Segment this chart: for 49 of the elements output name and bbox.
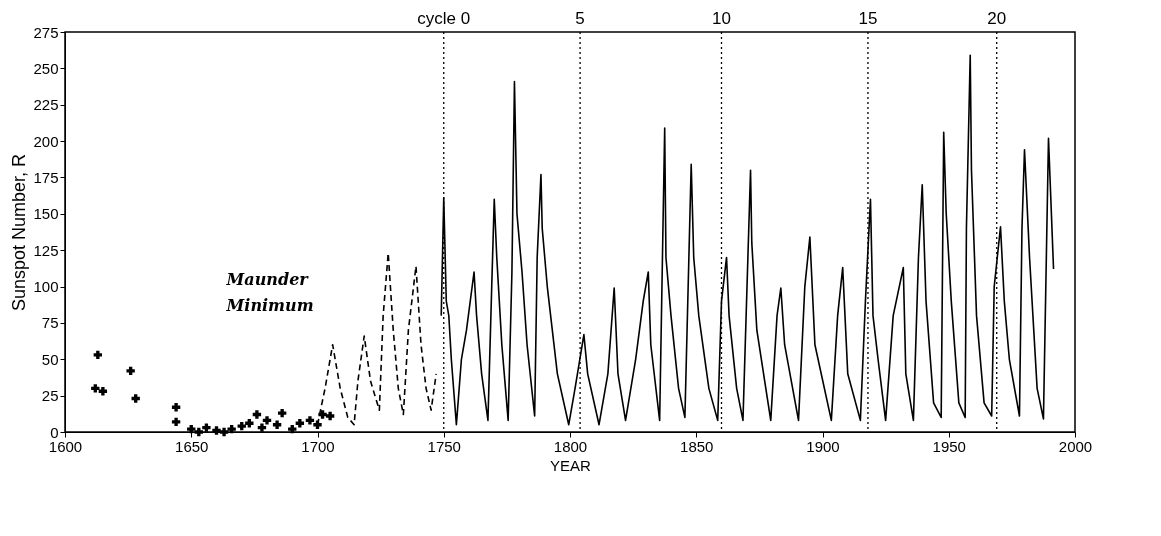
text: cycle 0: [417, 9, 471, 28]
x-tick-label: 2000: [1058, 437, 1093, 455]
point: [227, 424, 236, 434]
point: [245, 419, 254, 428]
y-tick-label: 75: [41, 314, 59, 332]
y-tick-label: 225: [33, 96, 59, 114]
x-tick-label: 1850: [680, 437, 714, 455]
x-axis-title: YEAR: [550, 456, 592, 474]
y-tick-label: 125: [33, 241, 59, 259]
point: [257, 423, 267, 432]
point: [325, 411, 335, 421]
x-tick-label: 1700: [301, 437, 335, 455]
text: 15: [858, 9, 878, 28]
point: [288, 424, 297, 434]
y-tick-label: 25: [41, 387, 59, 405]
x-tick-label: 1900: [806, 437, 840, 455]
y-axis-title: Sunspot Number, R: [9, 153, 30, 312]
text: 10: [712, 9, 731, 28]
point: [272, 420, 282, 429]
y-tick-label: 150: [33, 205, 59, 223]
y-tick-label: 275: [33, 23, 59, 41]
point: [126, 366, 135, 376]
x-tick-label: 1650: [175, 437, 209, 455]
x-tick-label: 1950: [932, 437, 966, 455]
x-tick-label: 1800: [553, 437, 588, 455]
point: [262, 416, 272, 425]
annotation: Maunder Minimum: [225, 270, 314, 315]
point: [277, 408, 287, 418]
point: [93, 350, 103, 360]
point: [252, 410, 262, 419]
point: [212, 426, 221, 435]
x-tick-label: 1750: [427, 437, 461, 455]
y-tick-label: 50: [41, 350, 59, 368]
point: [171, 403, 181, 412]
point: [305, 416, 315, 425]
y-tick-label: 100: [33, 278, 59, 296]
point: [194, 427, 204, 437]
point: [91, 384, 100, 393]
y-tick-label: 250: [33, 59, 59, 77]
point: [171, 417, 181, 426]
point: [187, 424, 196, 434]
y-tick-label: 175: [33, 168, 59, 186]
point: [98, 387, 108, 396]
text: 20: [987, 9, 1007, 28]
y-tick-label: 200: [33, 132, 59, 150]
point: [219, 427, 229, 437]
point: [131, 394, 140, 403]
text: 5: [575, 9, 585, 28]
point: [202, 423, 211, 432]
